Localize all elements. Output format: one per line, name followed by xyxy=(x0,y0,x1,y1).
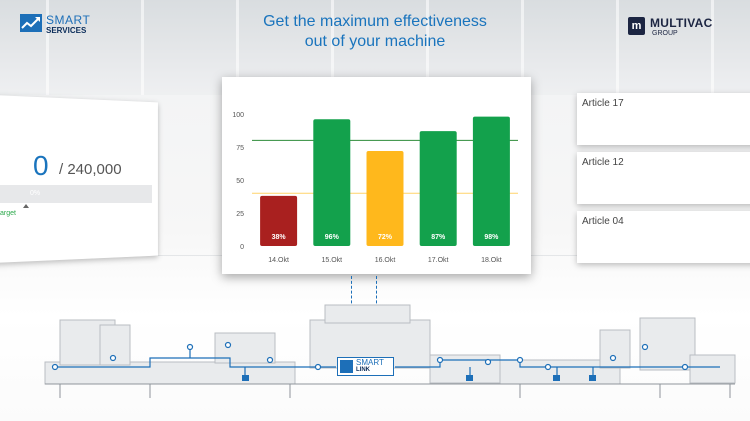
smart-link-line1: SMART xyxy=(356,359,384,367)
smart-link-box: SMART LINK xyxy=(337,357,394,376)
smart-link-icon xyxy=(340,360,353,373)
smart-link-line2: LINK xyxy=(356,367,384,374)
